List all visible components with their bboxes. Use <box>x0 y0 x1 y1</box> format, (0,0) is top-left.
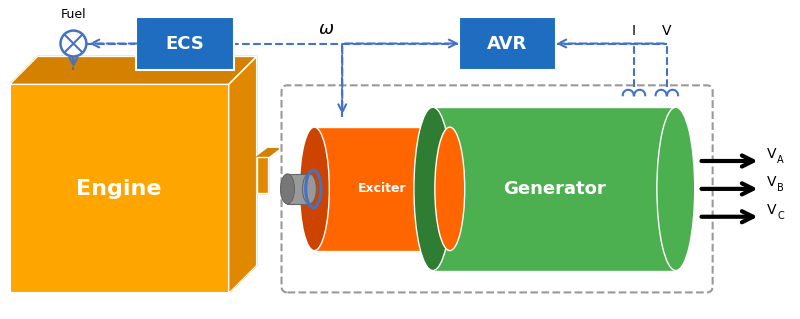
Text: V: V <box>766 175 776 189</box>
Ellipse shape <box>435 127 465 251</box>
Text: ECS: ECS <box>166 34 204 53</box>
FancyBboxPatch shape <box>287 174 310 204</box>
Ellipse shape <box>281 174 294 204</box>
Ellipse shape <box>299 127 330 251</box>
FancyBboxPatch shape <box>433 107 676 271</box>
Polygon shape <box>257 149 278 157</box>
Text: B: B <box>778 183 784 193</box>
Polygon shape <box>10 56 257 84</box>
Polygon shape <box>257 157 267 193</box>
Text: C: C <box>778 211 784 221</box>
Circle shape <box>61 31 86 56</box>
Text: Exciter: Exciter <box>358 182 406 195</box>
Text: AVR: AVR <box>487 34 528 53</box>
Text: A: A <box>778 155 784 165</box>
Ellipse shape <box>414 107 452 271</box>
Text: I: I <box>632 24 636 38</box>
Text: V: V <box>662 24 671 38</box>
Ellipse shape <box>657 107 694 271</box>
Ellipse shape <box>302 174 316 204</box>
FancyBboxPatch shape <box>458 17 556 70</box>
FancyBboxPatch shape <box>314 127 450 251</box>
Text: Fuel: Fuel <box>61 8 86 21</box>
FancyBboxPatch shape <box>10 84 229 293</box>
FancyBboxPatch shape <box>136 17 234 70</box>
Text: V: V <box>766 203 776 217</box>
Polygon shape <box>229 56 257 293</box>
Text: Engine: Engine <box>77 179 162 199</box>
Text: V: V <box>766 147 776 161</box>
Text: Generator: Generator <box>503 180 606 198</box>
Text: ω: ω <box>319 19 334 38</box>
